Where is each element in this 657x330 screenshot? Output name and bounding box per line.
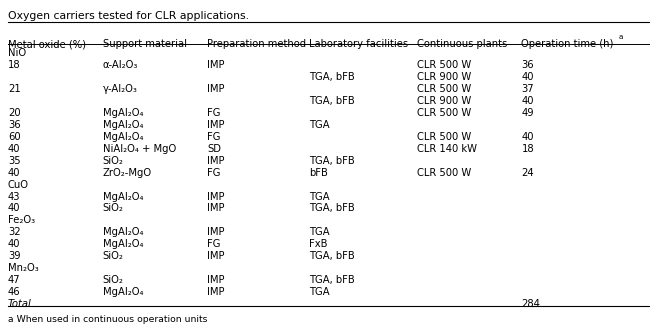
Text: TGA, bFB: TGA, bFB	[309, 72, 355, 82]
Text: IMP: IMP	[208, 287, 225, 297]
Text: 40: 40	[8, 239, 20, 249]
Text: Preparation method: Preparation method	[208, 39, 307, 49]
Text: 37: 37	[522, 84, 534, 94]
Text: CLR 500 W: CLR 500 W	[417, 60, 471, 70]
Text: IMP: IMP	[208, 120, 225, 130]
Text: 284: 284	[522, 299, 540, 309]
Text: 36: 36	[522, 60, 534, 70]
Text: IMP: IMP	[208, 60, 225, 70]
Text: TGA: TGA	[309, 120, 330, 130]
Text: CLR 140 kW: CLR 140 kW	[417, 144, 477, 154]
Text: γ-Al₂O₃: γ-Al₂O₃	[102, 84, 138, 94]
Text: a When used in continuous operation units: a When used in continuous operation unit…	[8, 315, 208, 324]
Text: CLR 900 W: CLR 900 W	[417, 72, 471, 82]
Text: 36: 36	[8, 120, 20, 130]
Text: TGA: TGA	[309, 227, 330, 237]
Text: CLR 500 W: CLR 500 W	[417, 108, 471, 118]
Text: MgAl₂O₄: MgAl₂O₄	[102, 287, 143, 297]
Text: IMP: IMP	[208, 84, 225, 94]
Text: 47: 47	[8, 275, 20, 285]
Text: 21: 21	[8, 84, 20, 94]
Text: IMP: IMP	[208, 204, 225, 214]
Text: SiO₂: SiO₂	[102, 275, 124, 285]
Text: CLR 500 W: CLR 500 W	[417, 84, 471, 94]
Text: 39: 39	[8, 251, 20, 261]
Text: IMP: IMP	[208, 251, 225, 261]
Text: NiAl₂O₄ + MgO: NiAl₂O₄ + MgO	[102, 144, 176, 154]
Text: 40: 40	[8, 168, 20, 178]
Text: SD: SD	[208, 144, 221, 154]
Text: MgAl₂O₄: MgAl₂O₄	[102, 120, 143, 130]
Text: FG: FG	[208, 132, 221, 142]
Text: a: a	[618, 34, 623, 41]
Text: 40: 40	[522, 72, 534, 82]
Text: SiO₂: SiO₂	[102, 251, 124, 261]
Text: Continuous plants: Continuous plants	[417, 39, 507, 49]
Text: 20: 20	[8, 108, 20, 118]
Text: TGA, bFB: TGA, bFB	[309, 251, 355, 261]
Text: 40: 40	[8, 204, 20, 214]
Text: CuO: CuO	[8, 180, 29, 189]
Text: TGA: TGA	[309, 287, 330, 297]
Text: Mn₂O₃: Mn₂O₃	[8, 263, 39, 273]
Text: IMP: IMP	[208, 191, 225, 202]
Text: TGA, bFB: TGA, bFB	[309, 204, 355, 214]
Text: TGA, bFB: TGA, bFB	[309, 156, 355, 166]
Text: NiO: NiO	[8, 48, 26, 58]
Text: Operation time (h): Operation time (h)	[522, 39, 614, 49]
Text: bFB: bFB	[309, 168, 328, 178]
Text: 35: 35	[8, 156, 20, 166]
Text: 40: 40	[522, 96, 534, 106]
Text: α-Al₂O₃: α-Al₂O₃	[102, 60, 138, 70]
Text: TGA, bFB: TGA, bFB	[309, 275, 355, 285]
Text: Fe₂O₃: Fe₂O₃	[8, 215, 35, 225]
Text: ZrO₂-MgO: ZrO₂-MgO	[102, 168, 152, 178]
Text: SiO₂: SiO₂	[102, 156, 124, 166]
Text: 18: 18	[8, 60, 20, 70]
Text: FG: FG	[208, 168, 221, 178]
Text: CLR 500 W: CLR 500 W	[417, 132, 471, 142]
Text: 18: 18	[522, 144, 534, 154]
Text: FG: FG	[208, 239, 221, 249]
Text: IMP: IMP	[208, 275, 225, 285]
Text: IMP: IMP	[208, 227, 225, 237]
Text: SiO₂: SiO₂	[102, 204, 124, 214]
Text: TGA, bFB: TGA, bFB	[309, 96, 355, 106]
Text: MgAl₂O₄: MgAl₂O₄	[102, 239, 143, 249]
Text: FxB: FxB	[309, 239, 327, 249]
Text: TGA: TGA	[309, 191, 330, 202]
Text: MgAl₂O₄: MgAl₂O₄	[102, 132, 143, 142]
Text: CLR 900 W: CLR 900 W	[417, 96, 471, 106]
Text: 60: 60	[8, 132, 20, 142]
Text: CLR 500 W: CLR 500 W	[417, 168, 471, 178]
Text: 40: 40	[8, 144, 20, 154]
Text: 43: 43	[8, 191, 20, 202]
Text: Laboratory facilities: Laboratory facilities	[309, 39, 408, 49]
Text: IMP: IMP	[208, 156, 225, 166]
Text: Support material: Support material	[102, 39, 187, 49]
Text: MgAl₂O₄: MgAl₂O₄	[102, 227, 143, 237]
Text: 46: 46	[8, 287, 20, 297]
Text: MgAl₂O₄: MgAl₂O₄	[102, 191, 143, 202]
Text: Oxygen carriers tested for CLR applications.: Oxygen carriers tested for CLR applicati…	[8, 11, 249, 20]
Text: 49: 49	[522, 108, 534, 118]
Text: MgAl₂O₄: MgAl₂O₄	[102, 108, 143, 118]
Text: FG: FG	[208, 108, 221, 118]
Text: Metal oxide (%): Metal oxide (%)	[8, 39, 86, 49]
Text: 24: 24	[522, 168, 534, 178]
Text: 40: 40	[522, 132, 534, 142]
Text: Total: Total	[8, 299, 32, 309]
Text: 32: 32	[8, 227, 20, 237]
